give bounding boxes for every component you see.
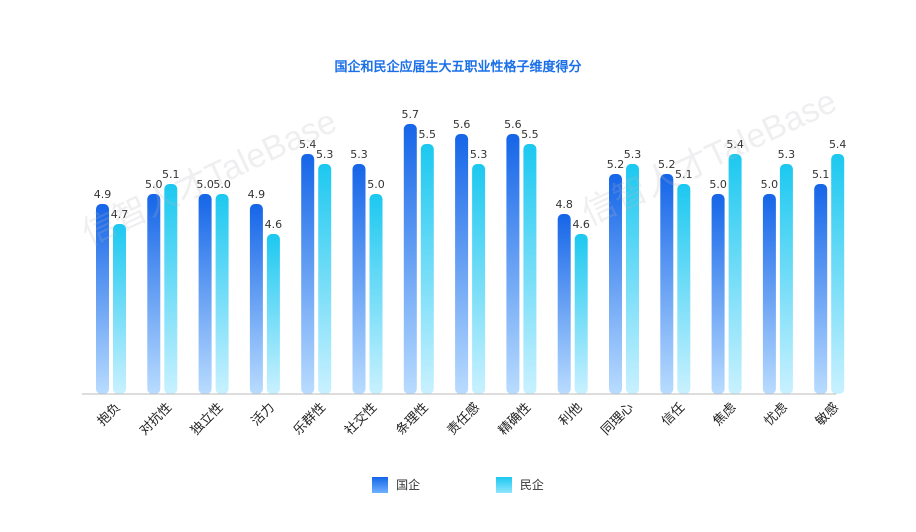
category-label: 忧虑 [762, 400, 791, 429]
bar-guoqi [198, 194, 212, 394]
data-label: 5.4 [726, 138, 744, 151]
data-label: 5.6 [453, 118, 471, 131]
data-label: 5.1 [162, 168, 180, 181]
category-label: 抱负 [94, 400, 124, 430]
category-label: 责任感 [444, 400, 483, 439]
category-label: 精确性 [496, 400, 534, 438]
bar-minqi [728, 154, 742, 394]
data-label: 5.2 [658, 158, 676, 171]
data-label: 4.9 [94, 188, 112, 201]
legend: 国企 民企 [0, 476, 916, 496]
data-label: 4.6 [265, 218, 283, 231]
data-label: 5.1 [675, 168, 693, 181]
bar-guoqi [609, 174, 622, 394]
data-label: 4.7 [111, 208, 129, 221]
data-label: 5.5 [419, 128, 437, 141]
data-label: 5.5 [521, 128, 539, 141]
data-label: 5.7 [402, 108, 420, 121]
category-label: 同理心 [599, 400, 637, 438]
bar-guoqi [96, 204, 109, 394]
bar-minqi [420, 144, 434, 394]
data-label: 5.0 [213, 178, 231, 191]
bar-minqi [677, 184, 691, 394]
category-label: 信任 [659, 400, 688, 429]
legend-swatch [495, 476, 512, 493]
data-label: 5.3 [778, 148, 796, 161]
data-label: 5.0 [367, 178, 385, 191]
bar-minqi [523, 144, 537, 394]
data-label: 5.4 [829, 138, 847, 151]
data-label: 5.4 [299, 138, 317, 151]
bar-minqi [215, 194, 229, 394]
data-label: 4.6 [572, 218, 590, 231]
bar-minqi [318, 164, 332, 394]
bar-minqi [164, 184, 178, 394]
category-label: 乐群性 [291, 400, 329, 438]
bar-guoqi [660, 174, 674, 394]
bar-guoqi [814, 184, 828, 394]
bar-guoqi [249, 204, 263, 394]
data-label: 5.0 [761, 178, 779, 191]
category-label: 焦虑 [710, 400, 739, 429]
bar-minqi [113, 224, 126, 394]
chart-title: 国企和民企应届生大五职业性格子维度得分 [334, 60, 582, 75]
data-label: 5.3 [624, 148, 642, 161]
bar-guoqi [711, 194, 725, 394]
category-label: 利他 [557, 400, 586, 429]
bar-guoqi [403, 124, 417, 394]
bar-minqi [369, 194, 383, 394]
bar-minqi [266, 234, 280, 394]
bar-minqi [626, 164, 639, 394]
category-label: 社交性 [341, 400, 380, 439]
data-label: 5.1 [812, 168, 830, 181]
bar-guoqi [506, 134, 520, 394]
data-label: 5.3 [470, 148, 488, 161]
bar-minqi [574, 234, 588, 394]
data-label: 5.0 [709, 178, 727, 191]
category-label: 独立性 [188, 400, 226, 438]
bar-guoqi [352, 164, 366, 394]
data-label: 5.6 [504, 118, 522, 131]
legend-label: 国企 [396, 478, 421, 492]
bar-guoqi [147, 194, 161, 394]
data-label: 4.8 [555, 198, 573, 211]
bar-guoqi [455, 134, 469, 394]
bar-minqi [831, 154, 845, 394]
category-label: 条理性 [393, 400, 432, 439]
data-label: 5.3 [350, 148, 368, 161]
bar-minqi [779, 164, 793, 394]
category-label: 活力 [249, 400, 278, 429]
data-label: 5.0 [145, 178, 163, 191]
legend-item-guoqi: 国企 [372, 476, 420, 493]
data-label: 5.0 [196, 178, 214, 191]
legend-label: 民企 [519, 478, 544, 492]
data-label: 4.9 [248, 188, 266, 201]
category-label: 敏感 [812, 400, 842, 430]
bar-guoqi [301, 154, 315, 394]
data-label: 5.2 [607, 158, 625, 171]
legend-swatch [372, 476, 389, 493]
data-label: 5.3 [316, 148, 334, 161]
category-label: 对抗性 [137, 400, 175, 438]
bar-guoqi [557, 214, 571, 394]
bar-minqi [472, 164, 486, 394]
legend-item-minqi: 民企 [495, 476, 544, 493]
bar-guoqi [762, 194, 776, 394]
